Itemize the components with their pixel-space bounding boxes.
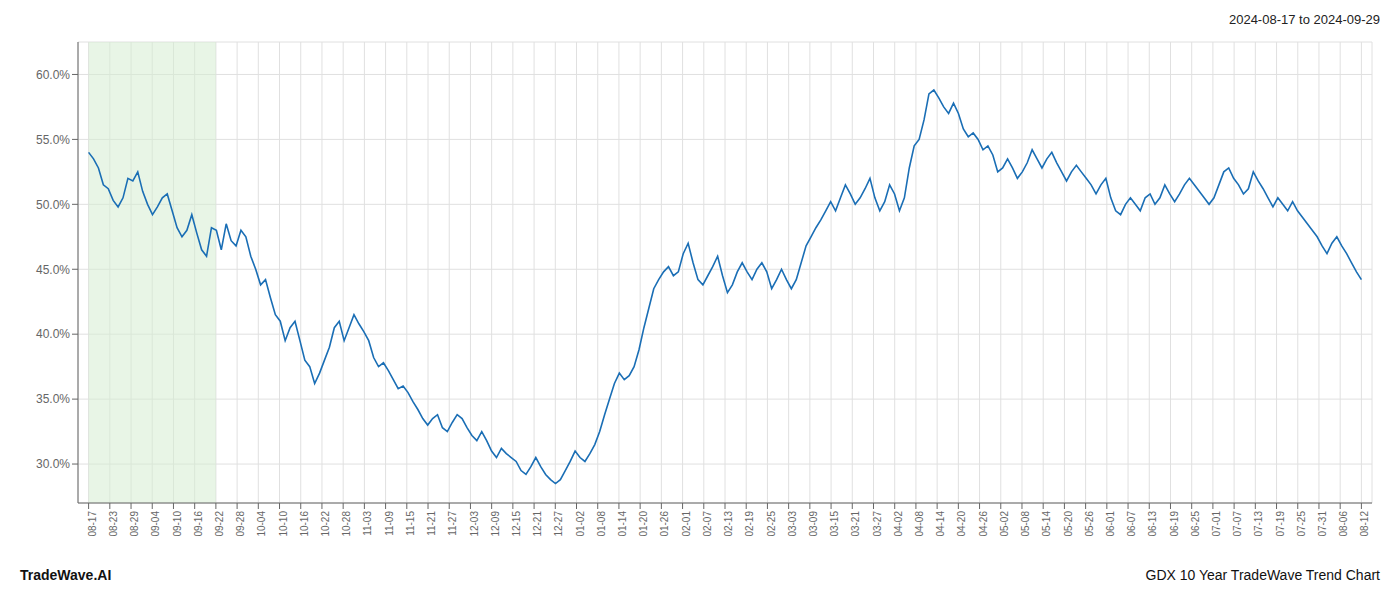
svg-text:12-27: 12-27 [553,511,564,537]
svg-text:01-26: 01-26 [659,511,670,537]
svg-text:08-29: 08-29 [129,511,140,537]
svg-text:07-01: 07-01 [1211,511,1222,537]
svg-text:40.0%: 40.0% [36,327,70,341]
html-text:TradeWave.AI: TradeWave.AI [20,567,112,583]
svg-text:12-09: 12-09 [490,511,501,537]
svg-text:10-10: 10-10 [278,511,289,537]
svg-text:01-14: 01-14 [617,511,628,537]
svg-text:08-12: 08-12 [1359,511,1370,537]
svg-text:05-02: 05-02 [999,511,1010,537]
svg-text:07-07: 07-07 [1232,511,1243,537]
svg-text:06-19: 06-19 [1169,511,1180,537]
svg-text:07-31: 07-31 [1317,511,1328,537]
svg-text:30.0%: 30.0% [36,457,70,471]
svg-text:11-21: 11-21 [426,511,437,536]
svg-text:02-07: 02-07 [702,511,713,537]
svg-text:04-02: 04-02 [893,511,904,537]
svg-text:02-19: 02-19 [744,511,755,537]
svg-text:10-28: 10-28 [341,511,352,537]
svg-text:06-07: 06-07 [1126,511,1137,537]
svg-text:11-27: 11-27 [447,511,458,536]
svg-text:11-09: 11-09 [384,511,395,536]
svg-text:05-14: 05-14 [1041,511,1052,537]
svg-text:06-01: 06-01 [1105,511,1116,537]
svg-text:07-19: 07-19 [1275,511,1286,537]
svg-text:07-25: 07-25 [1296,511,1307,537]
svg-text:11-03: 11-03 [362,511,373,536]
svg-text:09-28: 09-28 [235,511,246,537]
html-text:2024-08-17 to 2024-09-29: 2024-08-17 to 2024-09-29 [1228,12,1380,27]
svg-text:09-10: 09-10 [172,511,183,537]
svg-text:09-22: 09-22 [214,511,225,537]
svg-text:03-21: 03-21 [850,511,861,537]
svg-text:09-04: 09-04 [150,511,161,537]
svg-text:03-15: 03-15 [829,511,840,537]
svg-text:05-20: 05-20 [1063,511,1074,537]
svg-text:45.0%: 45.0% [36,263,70,277]
svg-text:01-20: 01-20 [638,511,649,537]
svg-text:06-13: 06-13 [1147,511,1158,537]
svg-text:12-03: 12-03 [469,511,480,537]
svg-text:09-16: 09-16 [193,511,204,537]
svg-text:60.0%: 60.0% [36,68,70,82]
svg-text:04-08: 04-08 [914,511,925,537]
svg-text:04-26: 04-26 [978,511,989,537]
svg-text:55.0%: 55.0% [36,133,70,147]
svg-text:50.0%: 50.0% [36,198,70,212]
svg-text:02-25: 02-25 [766,511,777,537]
svg-text:07-13: 07-13 [1253,511,1264,537]
svg-text:04-20: 04-20 [956,511,967,537]
svg-text:12-15: 12-15 [511,511,522,537]
svg-text:02-13: 02-13 [723,511,734,537]
svg-text:01-08: 01-08 [596,511,607,537]
svg-text:06-25: 06-25 [1190,511,1201,537]
svg-text:02-01: 02-01 [681,511,692,537]
svg-text:04-14: 04-14 [935,511,946,537]
svg-text:12-21: 12-21 [532,511,543,537]
svg-text:01-02: 01-02 [575,511,586,537]
svg-text:11-15: 11-15 [405,511,416,536]
svg-text:03-09: 03-09 [808,511,819,537]
svg-text:08-06: 08-06 [1338,511,1349,537]
svg-text:05-08: 05-08 [1020,511,1031,537]
svg-text:35.0%: 35.0% [36,392,70,406]
svg-text:10-04: 10-04 [256,511,267,537]
svg-text:08-23: 08-23 [108,511,119,537]
svg-text:08-17: 08-17 [87,511,98,537]
svg-text:03-03: 03-03 [787,511,798,537]
svg-text:05-26: 05-26 [1084,511,1095,537]
svg-text:03-27: 03-27 [872,511,883,537]
html-text:GDX 10 Year TradeWave Trend Ch: GDX 10 Year TradeWave Trend Chart [1145,567,1380,583]
svg-text:10-22: 10-22 [320,511,331,537]
svg-text:10-16: 10-16 [299,511,310,537]
